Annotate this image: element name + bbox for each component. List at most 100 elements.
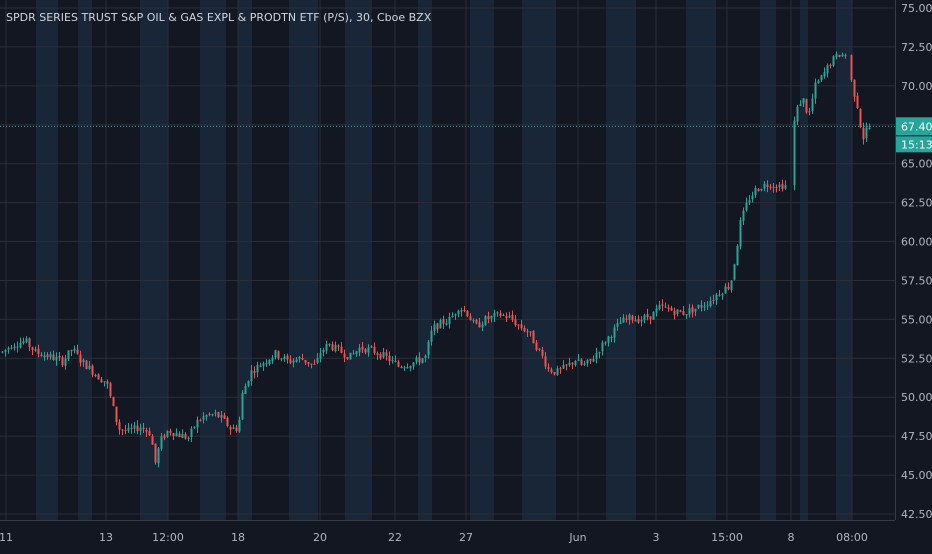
candle-body bbox=[127, 427, 130, 431]
candle-body bbox=[862, 127, 865, 140]
candle-body bbox=[298, 357, 301, 359]
candle-body bbox=[280, 358, 283, 360]
x-tick-label: 13 bbox=[99, 531, 113, 544]
candle-body bbox=[82, 359, 85, 363]
candle-body bbox=[715, 294, 718, 301]
chart-title: SPDR SERIES TRUST S&P OIL & GAS EXPL & P… bbox=[6, 11, 432, 24]
candle-body bbox=[247, 380, 250, 386]
candle-body bbox=[37, 348, 40, 354]
candle-body bbox=[232, 427, 235, 429]
x-tick-label: 8 bbox=[788, 531, 795, 544]
candle-body bbox=[19, 342, 22, 348]
candle-body bbox=[148, 431, 151, 436]
candle-body bbox=[817, 80, 820, 84]
candle-body bbox=[262, 363, 265, 366]
candle-body bbox=[613, 327, 616, 338]
x-tick-label: 15:00 bbox=[711, 531, 743, 544]
candle-body bbox=[340, 346, 343, 353]
candle-body bbox=[301, 357, 304, 360]
candle-body bbox=[73, 348, 76, 351]
last-price-tag bbox=[896, 117, 932, 136]
x-tick-label: 11 bbox=[0, 531, 13, 544]
candle-body bbox=[682, 311, 685, 315]
candle-body bbox=[607, 336, 610, 343]
candle-body bbox=[328, 343, 331, 345]
candle-body bbox=[808, 111, 811, 113]
candle-body bbox=[805, 99, 808, 113]
x-tick-label: Jun bbox=[568, 531, 586, 544]
candle-body bbox=[691, 307, 694, 313]
candle-body bbox=[70, 350, 73, 352]
candle-body bbox=[364, 348, 367, 353]
candle-body bbox=[718, 294, 721, 296]
candle-body bbox=[4, 349, 7, 352]
candle-body bbox=[13, 346, 16, 348]
candle-body bbox=[256, 364, 259, 373]
candle-body bbox=[10, 347, 13, 349]
candle-body bbox=[196, 419, 199, 428]
candle-body bbox=[352, 353, 355, 355]
session-band bbox=[140, 0, 168, 520]
candle-body bbox=[187, 437, 190, 439]
candle-body bbox=[22, 341, 25, 344]
candle-body bbox=[343, 353, 346, 358]
candle-body bbox=[763, 183, 766, 189]
candle-body bbox=[802, 98, 805, 104]
candle-body bbox=[559, 368, 562, 370]
candle-body bbox=[619, 322, 622, 324]
candle-body bbox=[115, 406, 118, 423]
candle-body bbox=[433, 324, 436, 332]
candle-body bbox=[781, 183, 784, 190]
candle-body bbox=[292, 360, 295, 363]
candle-body bbox=[376, 353, 379, 355]
candle-body bbox=[175, 433, 178, 437]
candle-body bbox=[553, 372, 556, 375]
session-band bbox=[238, 0, 252, 520]
candle-body bbox=[811, 98, 814, 111]
x-tick-label: 12:00 bbox=[152, 531, 184, 544]
session-band bbox=[470, 0, 494, 520]
candle-body bbox=[67, 350, 70, 360]
candle-body bbox=[211, 414, 214, 416]
candle-body bbox=[58, 356, 61, 358]
candle-body bbox=[388, 355, 391, 362]
candle-body bbox=[271, 357, 274, 361]
candle-body bbox=[331, 344, 334, 350]
candle-body bbox=[823, 72, 826, 77]
y-tick-label: 72.50 bbox=[901, 41, 932, 54]
candle-body bbox=[34, 349, 37, 351]
candle-body bbox=[667, 307, 670, 309]
candle-body bbox=[31, 347, 34, 350]
candle-body bbox=[79, 354, 82, 363]
candle-body bbox=[373, 346, 376, 354]
candle-body bbox=[850, 55, 853, 81]
y-tick-label: 57.50 bbox=[901, 274, 932, 287]
candle-body bbox=[676, 309, 679, 314]
candle-body bbox=[589, 358, 592, 361]
candle-body bbox=[391, 359, 394, 361]
candle-body bbox=[238, 419, 241, 432]
candle-body bbox=[532, 330, 535, 344]
candle-body bbox=[55, 357, 58, 361]
x-tick-label: 08:00 bbox=[836, 531, 868, 544]
candle-body bbox=[283, 356, 286, 360]
candle-body bbox=[673, 310, 676, 315]
candle-body bbox=[478, 322, 481, 328]
candle-body bbox=[628, 314, 631, 320]
candle-body bbox=[469, 316, 472, 321]
candle-body bbox=[520, 324, 523, 329]
candle-body bbox=[586, 359, 589, 364]
candle-body bbox=[703, 306, 706, 308]
y-tick-label: 65.00 bbox=[901, 158, 932, 171]
candle-body bbox=[646, 314, 649, 318]
candle-body bbox=[865, 127, 868, 139]
x-tick-label: 20 bbox=[313, 531, 327, 544]
candle-body bbox=[595, 353, 598, 359]
candle-body bbox=[466, 310, 469, 317]
candle-body bbox=[52, 354, 55, 360]
candle-body bbox=[448, 317, 451, 325]
candle-body bbox=[775, 186, 778, 189]
candle-body bbox=[502, 315, 505, 317]
